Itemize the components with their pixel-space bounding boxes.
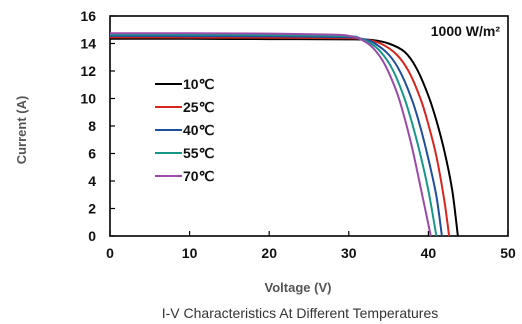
- y-tick-label: 12: [80, 63, 96, 79]
- y-tick-labels: 0 2 4 6 8 10 12 14 16: [80, 8, 96, 244]
- x-tick-label: 0: [106, 245, 114, 261]
- y-tick-label: 14: [80, 36, 96, 52]
- y-tick-label: 4: [88, 173, 96, 189]
- legend-label: 40℃: [183, 122, 215, 138]
- plot-frame: [109, 15, 509, 237]
- legend: 10℃ 25℃ 40℃ 55℃ 70℃: [155, 76, 215, 184]
- y-tick-label: 0: [88, 228, 96, 244]
- series-line-0: [109, 37, 459, 237]
- series-line-2: [109, 34, 443, 237]
- x-tick-label: 20: [261, 245, 277, 261]
- x-tick-label: 40: [421, 245, 437, 261]
- legend-label: 25℃: [183, 99, 215, 115]
- x-tick-label: 50: [500, 245, 516, 261]
- legend-label: 10℃: [183, 76, 215, 92]
- y-tick-label: 16: [80, 8, 96, 24]
- series-line-3: [109, 33, 438, 237]
- y-tick-label: 8: [88, 118, 96, 134]
- x-tick-label: 30: [341, 245, 357, 261]
- x-axis-label: Voltage (V): [265, 280, 332, 295]
- x-tick-label: 10: [182, 245, 198, 261]
- y-axis-label: Current (A): [14, 96, 29, 165]
- legend-label: 55℃: [183, 145, 215, 161]
- series-line-1: [109, 36, 451, 237]
- y-tick-label: 6: [88, 146, 96, 162]
- x-tick-labels: 0 10 20 30 40 50: [106, 245, 516, 261]
- irradiance-annotation: 1000 W/m²: [431, 23, 501, 39]
- series-line-4: [109, 32, 432, 237]
- plot-area: [109, 15, 509, 237]
- chart-title: I-V Characteristics At Different Tempera…: [162, 305, 438, 321]
- y-tick-label: 2: [88, 201, 96, 217]
- y-tick-label: 10: [80, 91, 96, 107]
- legend-label: 70℃: [183, 168, 215, 184]
